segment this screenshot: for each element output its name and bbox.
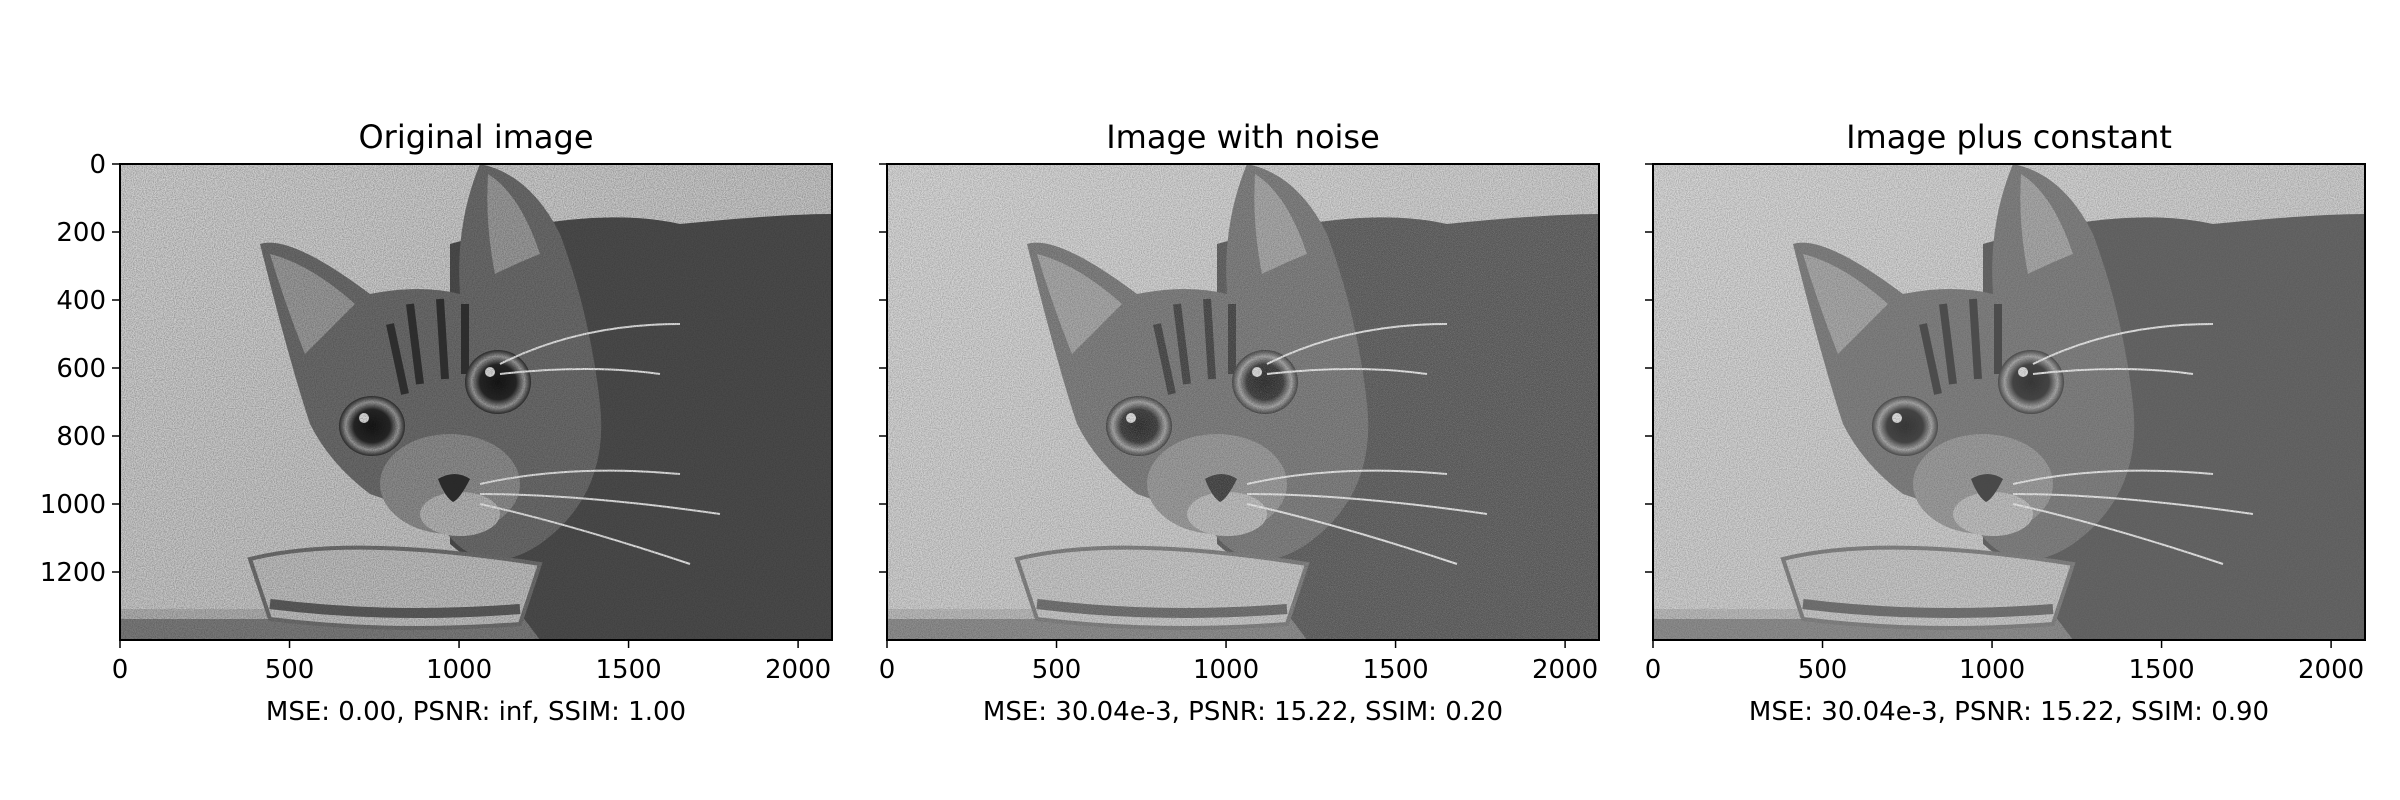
metrics-label: MSE: 0.00, PSNR: inf, SSIM: 1.00	[266, 697, 686, 727]
y-tick-label: 1000	[40, 490, 106, 520]
metrics-label: MSE: 30.04e-3, PSNR: 15.22, SSIM: 0.90	[1749, 697, 2269, 727]
x-tick-label: 2000	[2298, 655, 2364, 685]
axes-frame	[886, 163, 1600, 641]
y-tick-label: 400	[56, 286, 106, 316]
axes-frame	[1652, 163, 2366, 641]
metrics-label: MSE: 30.04e-3, PSNR: 15.22, SSIM: 0.20	[983, 697, 1503, 727]
y-tick-label: 800	[56, 422, 106, 452]
x-tick-label: 1000	[1959, 655, 2025, 685]
x-tick-label: 2000	[1532, 655, 1598, 685]
axes-frame	[119, 163, 833, 641]
cat-image	[120, 164, 832, 640]
x-tick-label: 1000	[1193, 655, 1259, 685]
x-tick-label: 1500	[2128, 655, 2194, 685]
x-tick-label: 1500	[1362, 655, 1428, 685]
image-panel: Original image 0 500 1000 1500 2000 0 200 400 600…	[40, 118, 832, 727]
x-tick-label: 1500	[595, 655, 661, 685]
x-tick-label: 2000	[765, 655, 831, 685]
x-tick-label: 500	[265, 655, 315, 685]
x-tick-label: 0	[879, 655, 896, 685]
y-tick-label: 0	[89, 150, 106, 180]
image-panel: Image plus constant 0 500 1000 1500 2000 MSE: …	[1645, 118, 2365, 727]
x-tick-label: 500	[1798, 655, 1848, 685]
y-tick-label: 600	[56, 354, 106, 384]
panel-title: Image with noise	[1106, 118, 1380, 156]
x-tick-label: 1000	[426, 655, 492, 685]
cat-image	[887, 164, 1599, 640]
image-panel: Image with noise 0 500 1000 1500 2000 MSE: 30.…	[879, 118, 1599, 727]
panel-title: Original image	[358, 118, 593, 156]
y-tick-label: 200	[56, 218, 106, 248]
cat-image	[1653, 164, 2365, 640]
x-tick-label: 500	[1032, 655, 1082, 685]
y-tick-label: 1200	[40, 558, 106, 588]
panel-title: Image plus constant	[1846, 118, 2172, 156]
x-tick-label: 0	[112, 655, 129, 685]
x-tick-label: 0	[1645, 655, 1662, 685]
